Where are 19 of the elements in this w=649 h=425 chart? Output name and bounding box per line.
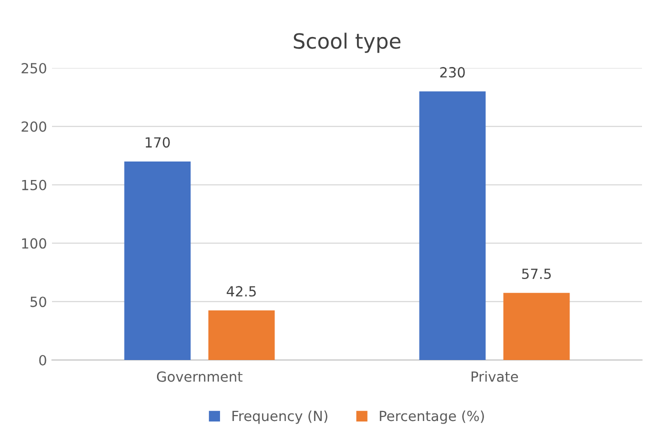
y-tick-label: 200 <box>22 121 46 132</box>
bar <box>208 310 275 360</box>
x-tick-label: Private <box>472 371 518 382</box>
legend-label: Percentage (%) <box>380 410 484 424</box>
data-label: 42.5 <box>226 286 256 297</box>
legend-label: Frequency (N) <box>232 410 328 424</box>
x-tick-label: Government <box>156 371 242 382</box>
data-label: 230 <box>440 67 465 78</box>
bar <box>503 292 570 360</box>
y-tick-label: 100 <box>22 238 46 249</box>
bar <box>419 91 486 360</box>
chart-title: Scool type <box>294 32 400 53</box>
data-label: 57.5 <box>522 268 551 280</box>
y-tick-label: 0 <box>39 354 46 366</box>
y-tick-label: 150 <box>22 180 46 190</box>
data-label: 170 <box>146 137 170 148</box>
y-tick-label: 50 <box>30 296 46 308</box>
y-tick-label: 250 <box>22 62 46 74</box>
bar <box>124 161 191 360</box>
